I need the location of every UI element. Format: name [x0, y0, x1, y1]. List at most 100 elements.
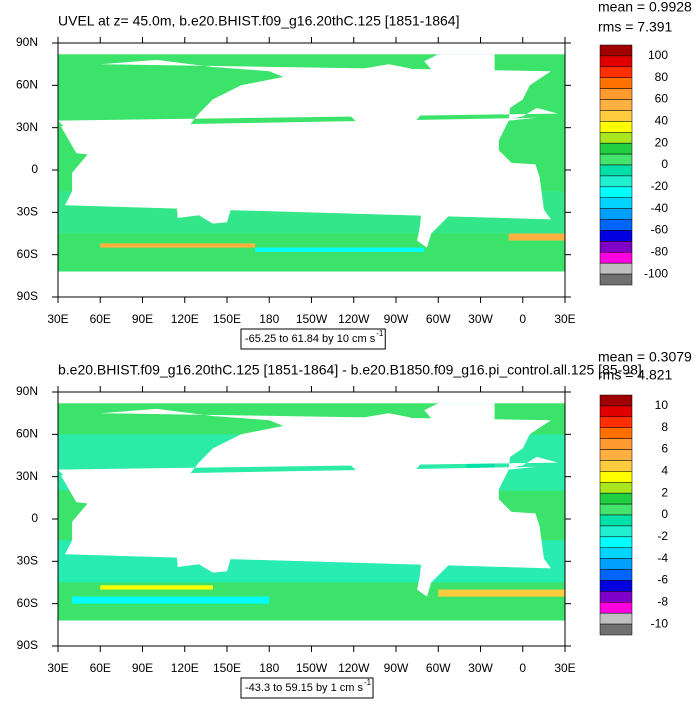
- land: [424, 54, 495, 86]
- land: [169, 509, 184, 525]
- land: [683, 535, 700, 573]
- lon-label: 30E: [47, 661, 68, 675]
- lon-label: 90W: [384, 312, 409, 326]
- colorbar-box: [599, 580, 633, 592]
- land: [568, 118, 700, 220]
- colorbar-box: [599, 525, 633, 538]
- lon-label: 90E: [132, 661, 153, 675]
- colorbar-box: [599, 175, 633, 188]
- land: [286, 413, 446, 508]
- map-field: [0, 54, 700, 297]
- anomaly-band: [579, 597, 700, 604]
- colorbar-box: [599, 66, 633, 78]
- antarctica: [58, 620, 565, 646]
- colorbar-box: [599, 197, 633, 209]
- lat-label: 90S: [17, 638, 38, 652]
- colorbar-box: [599, 252, 633, 264]
- land: [408, 155, 474, 248]
- lon-label: 150E: [213, 312, 241, 326]
- range-box: [240, 677, 374, 699]
- lat-label: 90N: [16, 35, 38, 49]
- land: [149, 511, 165, 528]
- colorbar-box: [599, 427, 633, 439]
- land: [200, 520, 227, 534]
- lon-label: 0: [519, 661, 526, 675]
- land: [424, 403, 495, 435]
- anomaly-band: [100, 585, 213, 590]
- lat-label: 90N: [16, 384, 38, 398]
- colorbar-box: [599, 503, 633, 516]
- colorbar-label: -6: [657, 573, 668, 587]
- colorbar-box: [599, 492, 633, 505]
- colorbar-box: [599, 482, 633, 494]
- range-text: -65.25 to 61.84 by 10 cm s: [245, 333, 376, 345]
- anomaly-band: [255, 247, 425, 252]
- colorbar-box: [599, 591, 633, 603]
- lat-label: 90S: [17, 289, 38, 303]
- colorbar-box: [599, 208, 633, 220]
- map-field: [58, 403, 700, 646]
- colorbar-box: [599, 110, 633, 122]
- range-sup: -1: [364, 678, 372, 687]
- anomaly-band: [72, 596, 270, 604]
- range-text: -43.3 to 59.15 by 1 cm s: [245, 682, 364, 694]
- lon-label: 30E: [47, 312, 68, 326]
- lat-label: 60N: [16, 427, 38, 441]
- colorbar-box: [599, 121, 633, 133]
- lon-label: 30E: [554, 661, 575, 675]
- land: [565, 60, 700, 159]
- colorbar-label: -8: [657, 594, 668, 608]
- colorbar-box: [599, 262, 633, 275]
- colorbar-box: [599, 558, 633, 570]
- colorbar-label: 0: [661, 157, 668, 171]
- colorbar-label: -20: [651, 179, 669, 193]
- colorbar-label: 80: [655, 70, 669, 84]
- map-panel: b.e20.BHIST.f09_g16.20thC.125 [1851-1864…: [16, 349, 700, 699]
- colorbar-box: [599, 416, 633, 428]
- colorbar-box: [599, 77, 633, 89]
- lon-label: 120W: [338, 312, 370, 326]
- colorbar-box: [599, 460, 633, 472]
- colorbar-label: -60: [651, 223, 669, 237]
- lat-label: 0: [31, 511, 38, 525]
- lat-label: 60N: [16, 78, 38, 92]
- colorbar-label: 10: [655, 398, 669, 412]
- colorbar-label: 2: [661, 485, 668, 499]
- lon-label: 0: [519, 312, 526, 326]
- colorbar-box: [599, 186, 633, 198]
- lon-label: 120E: [171, 661, 199, 675]
- lon-label: 150W: [296, 312, 328, 326]
- colorbar-box: [599, 612, 633, 625]
- lat-label: 30N: [16, 120, 38, 134]
- colorbar-label: 6: [661, 442, 668, 456]
- lon-label: 150E: [213, 661, 241, 675]
- anomaly-band: [579, 177, 692, 184]
- land: [568, 467, 700, 569]
- lat-label: 60S: [17, 596, 38, 610]
- lon-label: 120E: [171, 312, 199, 326]
- lon-label: 150W: [296, 661, 328, 675]
- lon-label: 60E: [90, 661, 111, 675]
- panel-title: b.e20.BHIST.f09_g16.20thC.125 [1851-1864…: [58, 362, 642, 378]
- colorbar-label: -2: [657, 529, 668, 543]
- land: [176, 185, 232, 224]
- colorbar-box: [599, 438, 633, 450]
- map-panel: UVEL at z= 45.0m, b.e20.BHIST.f09_g16.20…: [0, 0, 700, 350]
- colorbar-box: [599, 230, 633, 242]
- lon-label: 30W: [468, 661, 493, 675]
- colorbar-box: [599, 241, 633, 253]
- lon-label: 60W: [426, 312, 451, 326]
- land: [0, 60, 51, 159]
- colorbar-box: [599, 132, 633, 144]
- lon-label: 60W: [426, 661, 451, 675]
- anomaly-band: [508, 233, 565, 241]
- colorbar-label: 8: [661, 420, 668, 434]
- lon-label: 90E: [132, 312, 153, 326]
- land: [676, 509, 690, 524]
- colorbar-box: [599, 449, 633, 461]
- land: [286, 64, 446, 159]
- colorbar-label: -100: [644, 266, 668, 280]
- colorbar-box: [599, 44, 633, 57]
- lat-label: 30N: [16, 469, 38, 483]
